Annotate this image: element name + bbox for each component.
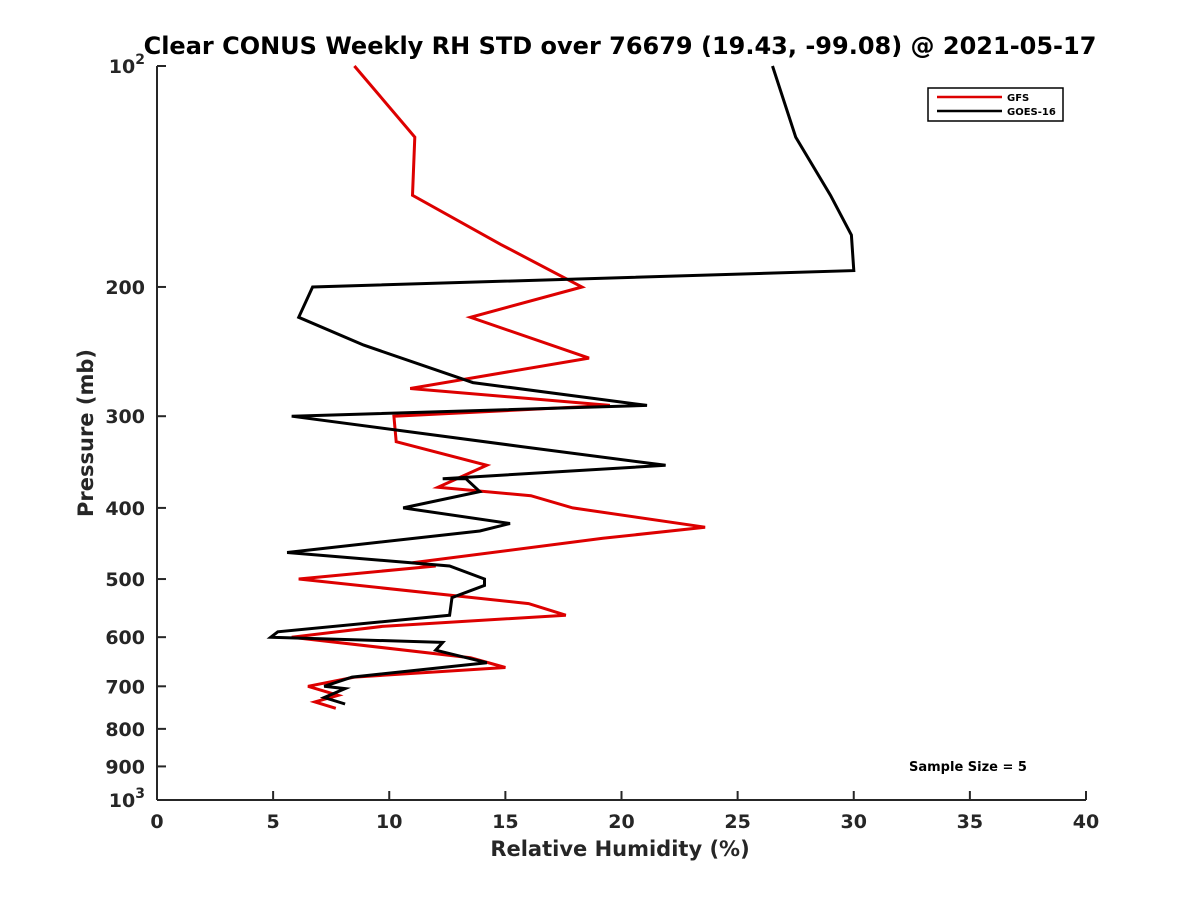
- y-tick-label: 102: [109, 52, 145, 78]
- x-tick-label: 20: [608, 811, 634, 833]
- x-tick-label: 30: [841, 811, 867, 833]
- series-line-goes16: [266, 65, 856, 706]
- x-axis-ticks: 0 5 10 15 20 25 30 35 40: [150, 791, 1099, 833]
- x-tick-label: 5: [267, 811, 280, 833]
- y-tick-label: 500: [105, 569, 145, 591]
- x-tick-label: 40: [1073, 811, 1099, 833]
- y-tick-label: 800: [105, 719, 145, 741]
- legend: GFS GOES-16: [927, 87, 1064, 122]
- y-tick-label: 700: [105, 676, 145, 698]
- plot-area: [156, 66, 1086, 801]
- legend-box: [927, 87, 1064, 122]
- x-tick-label: 15: [492, 811, 518, 833]
- legend-label-gfs: GFS: [1007, 93, 1029, 104]
- chart-title: Clear CONUS Weekly RH STD over 76679 (19…: [144, 32, 1097, 60]
- y-tick-label: 900: [105, 756, 145, 778]
- x-tick-label: 35: [957, 811, 983, 833]
- y-tick-label: 200: [105, 277, 145, 299]
- y-axis-label: Pressure (mb): [74, 349, 98, 517]
- y-tick-label: 400: [105, 498, 145, 520]
- x-tick-label: 25: [724, 811, 750, 833]
- sample-size-annotation: Sample Size = 5: [909, 760, 1027, 775]
- series-line-gfs: [291, 65, 706, 710]
- x-tick-label: 10: [376, 811, 402, 833]
- x-axis-label: Relative Humidity (%): [490, 837, 749, 861]
- y-tick-label: 300: [105, 406, 145, 428]
- y-axis-ticks: 102 200 300 400 500 600 700 800 900 103: [105, 52, 166, 812]
- y-tick-label: 103: [109, 786, 145, 812]
- x-tick-label: 0: [150, 811, 163, 833]
- series-layer: [266, 65, 856, 710]
- legend-label-goes16: GOES-16: [1007, 107, 1056, 118]
- y-tick-label: 600: [105, 627, 145, 649]
